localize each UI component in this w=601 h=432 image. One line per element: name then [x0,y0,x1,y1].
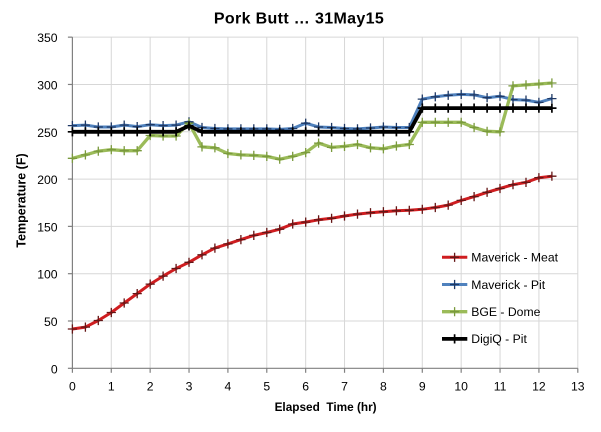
svg-text:BGE - Dome: BGE - Dome [471,305,540,319]
svg-text:0: 0 [69,379,76,393]
svg-text:13: 13 [571,379,585,393]
svg-text:DigiQ - Pit: DigiQ - Pit [471,332,527,346]
svg-text:10: 10 [454,379,468,393]
svg-text:250: 250 [37,126,58,140]
svg-text:150: 150 [37,220,58,234]
svg-text:9: 9 [419,379,426,393]
svg-text:11: 11 [494,379,507,393]
svg-text:7: 7 [341,379,348,393]
svg-text:5: 5 [263,379,270,393]
svg-text:Maverick - Meat: Maverick - Meat [471,251,558,265]
svg-text:50: 50 [44,315,58,329]
svg-text:Temperature (F): Temperature (F) [14,153,28,247]
svg-text:12: 12 [532,379,546,393]
svg-text:2: 2 [147,379,154,393]
svg-text:0: 0 [51,362,58,376]
svg-text:100: 100 [37,268,58,282]
svg-text:Maverick - Pit: Maverick - Pit [471,278,545,292]
svg-text:3: 3 [186,379,193,393]
svg-text:1: 1 [108,379,115,393]
svg-text:300: 300 [37,78,58,92]
svg-text:Pork Butt … 31May15: Pork Butt … 31May15 [214,11,384,28]
svg-text:200: 200 [37,173,58,187]
svg-text:8: 8 [380,379,387,393]
svg-text:Elapsed Time (hr): Elapsed Time (hr) [275,400,377,414]
svg-text:350: 350 [37,31,58,45]
svg-text:6: 6 [302,379,309,393]
svg-text:4: 4 [225,379,232,393]
